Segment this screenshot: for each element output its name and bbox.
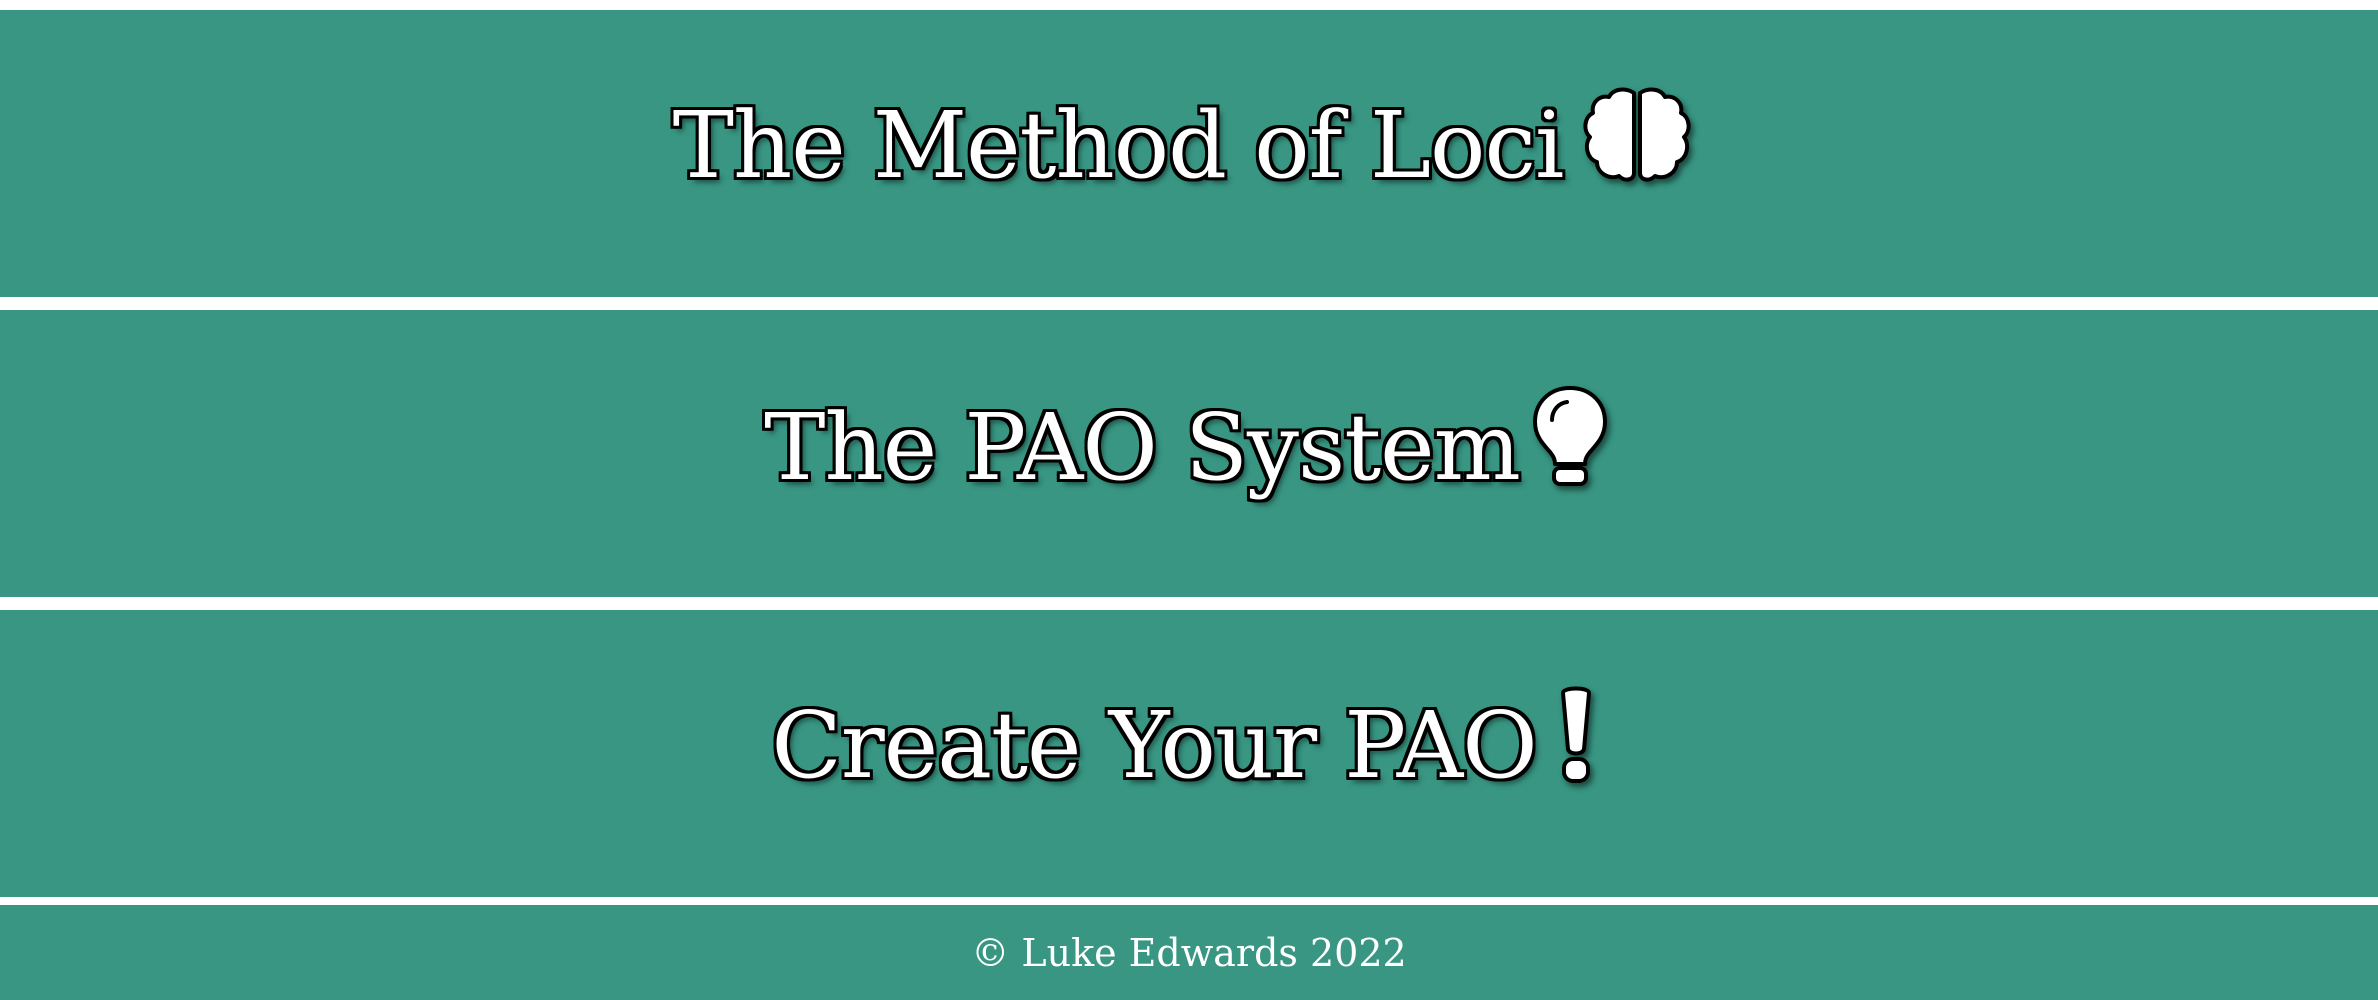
nav-link-label: Create Your PAO (771, 692, 1537, 799)
brain-icon (1581, 85, 1693, 207)
copyright-text: © Luke Edwards 2022 (971, 930, 1407, 975)
nav-link-pao-system[interactable]: The PAO System (0, 310, 2378, 597)
exclamation-icon (1553, 683, 1599, 809)
nav-link-label-wrapper: Create Your PAO (771, 683, 1598, 809)
footer: © Luke Edwards 2022 (0, 905, 2378, 1000)
lightbulb-icon (1530, 384, 1610, 512)
nav-link-label-wrapper: The PAO System (764, 384, 1610, 512)
nav-link-method-of-loci[interactable]: The Method of Loci (0, 10, 2378, 297)
nav-link-label: The Method of Loci (672, 92, 1565, 199)
nav-link-label-wrapper: The Method of Loci (673, 85, 1694, 207)
nav-link-label: The PAO System (764, 394, 1521, 501)
nav-link-create-your-pao[interactable]: Create Your PAO (0, 610, 2378, 897)
